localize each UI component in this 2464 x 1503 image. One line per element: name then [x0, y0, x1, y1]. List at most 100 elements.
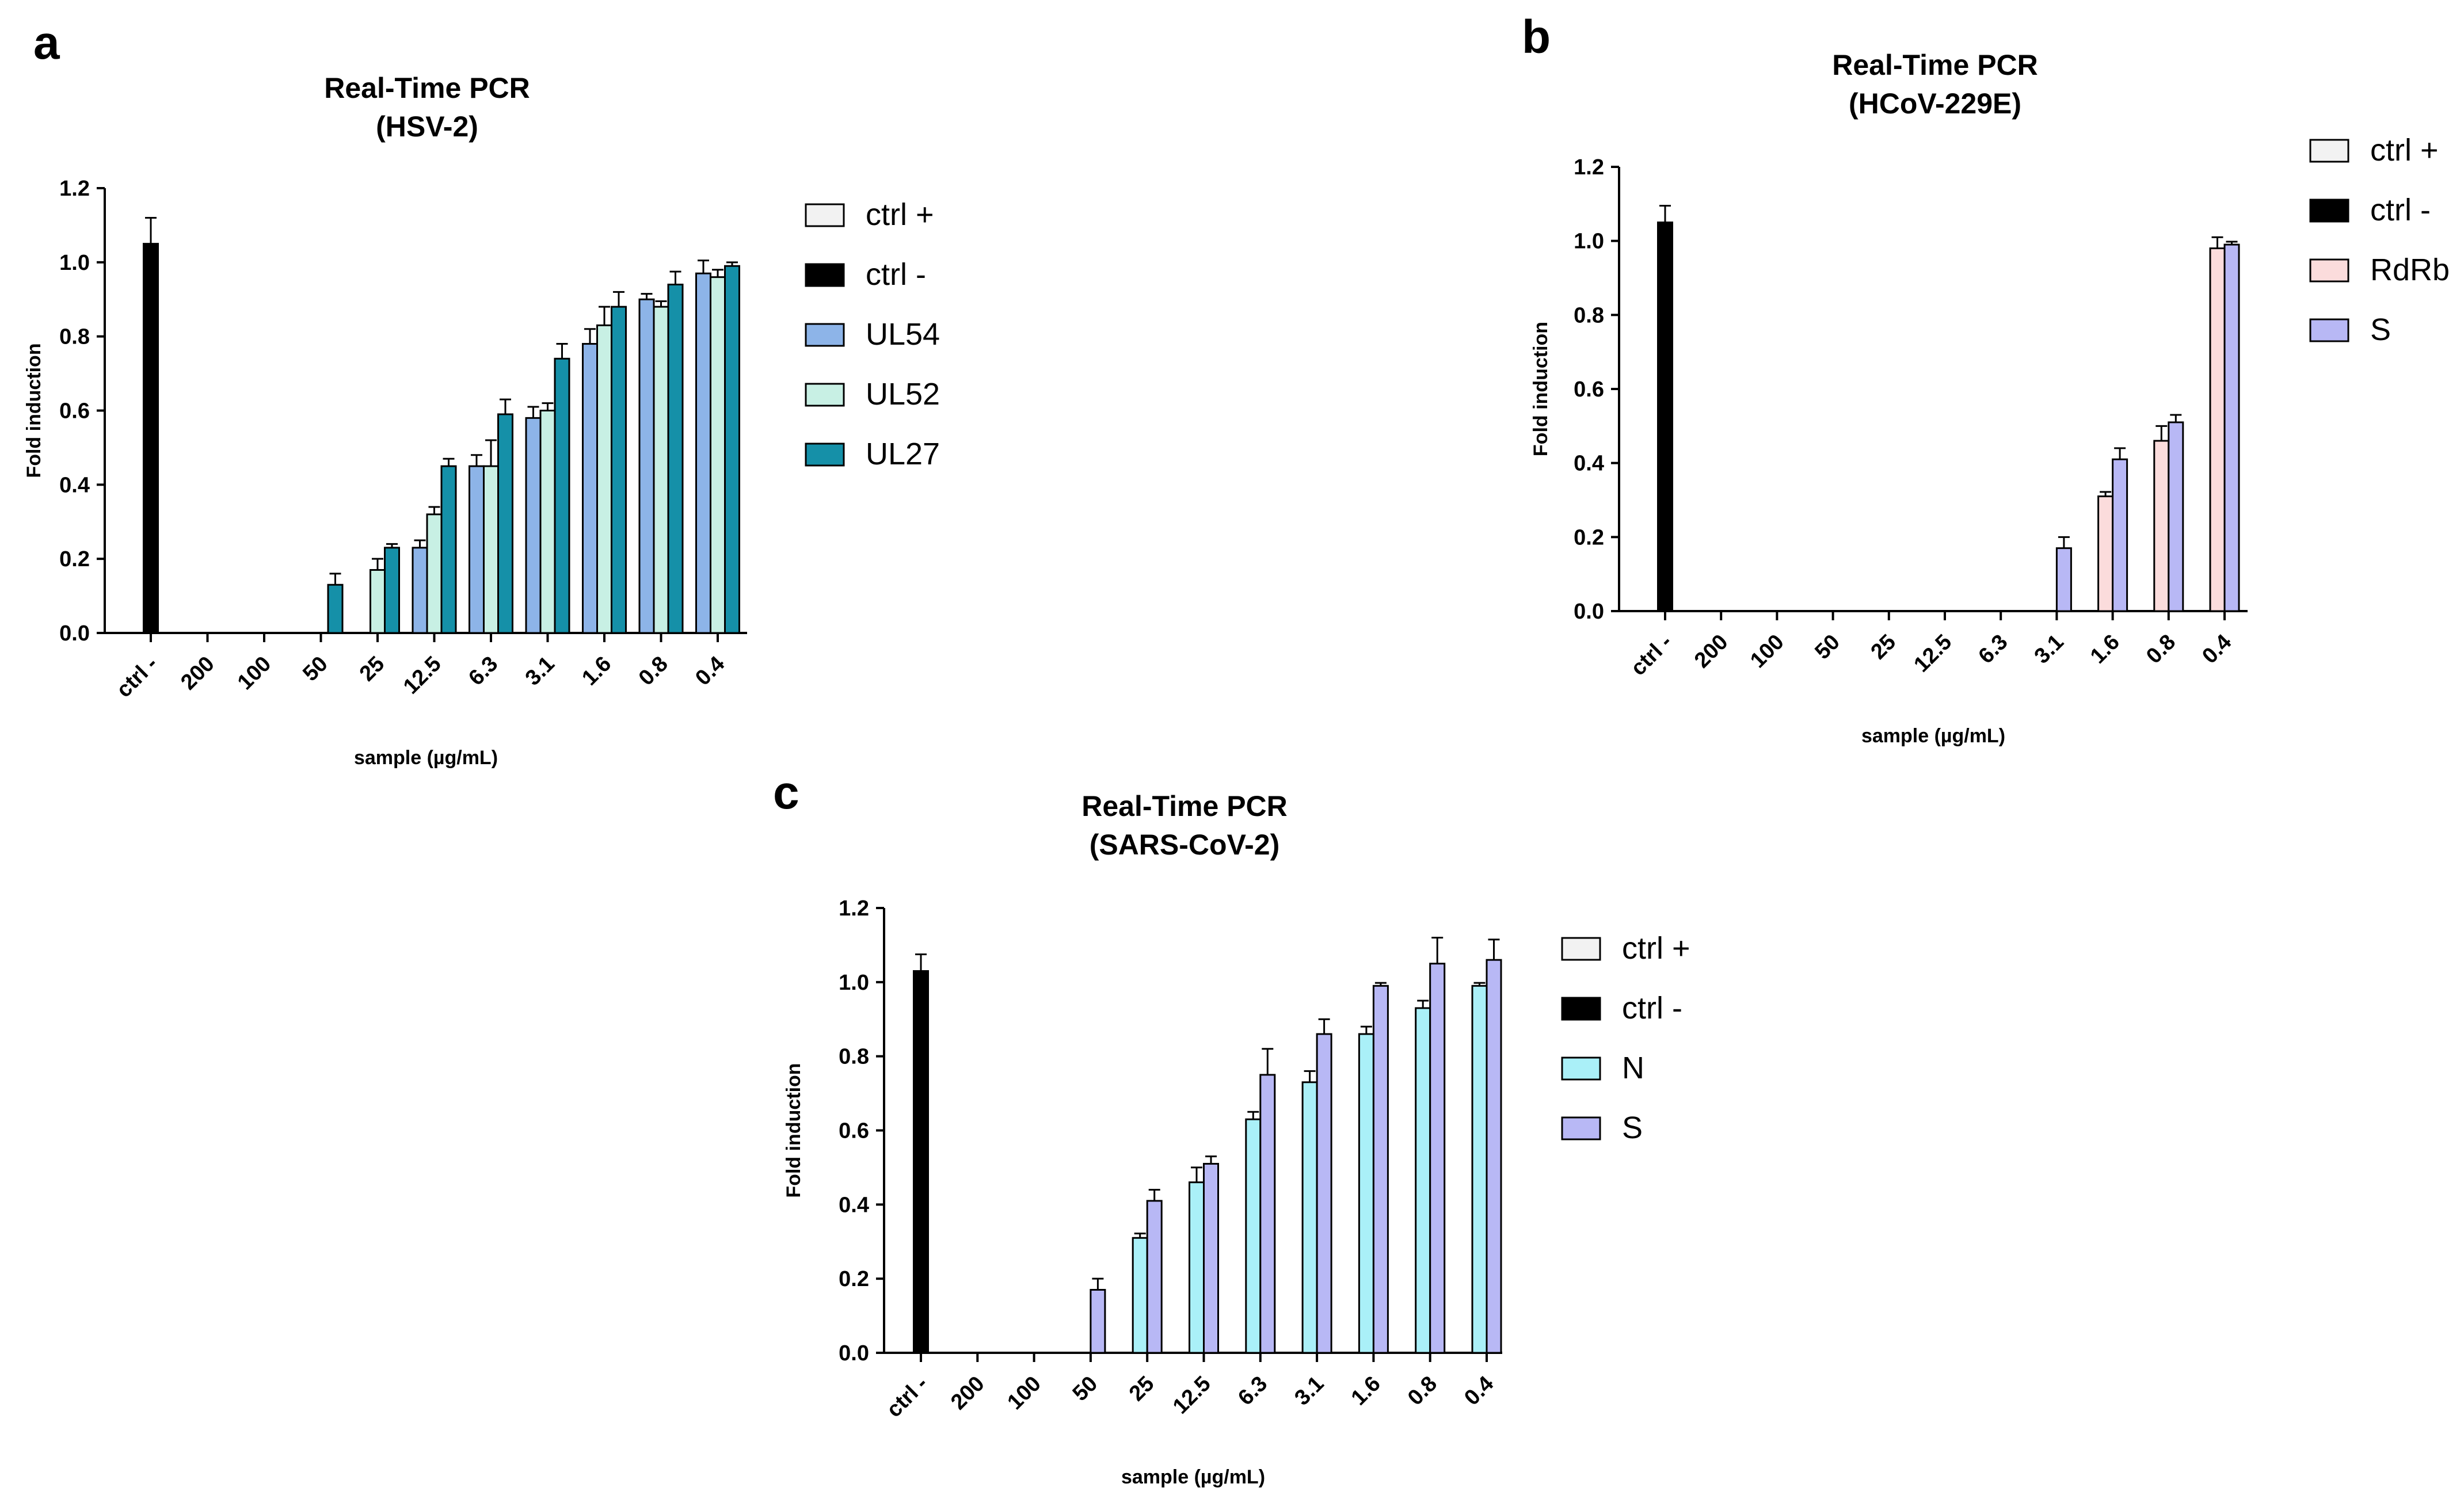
bar-S-50 [1090, 1288, 1106, 1354]
bar-N-12.5 [1189, 1181, 1205, 1354]
chart-title: Real-Time PCR [1081, 790, 1288, 822]
legend: ctrl + ctrl - UL54 UL52 UL27 [805, 197, 940, 471]
x-tick-label: 12.5 [1909, 630, 1956, 677]
legend-label: N [1622, 1051, 1644, 1085]
x-tick-label: 0.8 [1403, 1372, 1442, 1410]
bar-N-3.1 [1301, 1081, 1318, 1354]
legend-label: RdRb [2370, 253, 2450, 287]
bar-N-0.4 [1471, 985, 1488, 1354]
bar-S-0.4 [2223, 243, 2240, 612]
bar-N-25 [1132, 1237, 1148, 1354]
panel-label: c [773, 766, 799, 819]
x-tick-label: 3.1 [521, 652, 559, 691]
bar-S-12.5 [1203, 1162, 1219, 1354]
panel-label: a [33, 17, 60, 69]
legend-swatch [2309, 318, 2349, 342]
chart-panel-a: a Real-Time PCR (HSV-2) 0.0 0.2 0.4 0.6 0.8 1.0 1… [23, 17, 940, 769]
x-tick-label: 100 [233, 652, 276, 695]
x-tick-label: 100 [1003, 1372, 1046, 1415]
x-tick-label: 0.8 [634, 652, 673, 691]
bar-RdRb-0.8 [2153, 440, 2170, 612]
legend-label: UL54 [866, 317, 940, 352]
x-tick-label: 3.1 [2030, 630, 2069, 669]
legend-swatch [1561, 1116, 1601, 1140]
y-tick-label: 1.2 [839, 897, 869, 921]
bar-S-1.6 [2112, 458, 2128, 612]
bar-S-6.3 [1259, 1074, 1276, 1354]
legend-label: ctrl + [1622, 931, 1690, 966]
bar-N-0.8 [1415, 1007, 1431, 1354]
chart-panel-b: b Real-Time PCR (HCoV-229E) 0.0 0.2 0.4 0.6 0.8… [1522, 11, 2450, 747]
chart-panel-c: c Real-Time PCR (SARS-CoV-2) 0.0 0.2 0.4 0.6 0.… [773, 766, 1690, 1488]
chart-subtitle: (HCoV-229E) [1849, 87, 2021, 120]
bar-UL27-0.8 [667, 283, 684, 634]
y-tick-label: 0.8 [59, 325, 90, 349]
x-tick-label: 0.4 [1460, 1372, 1498, 1410]
legend: ctrl + ctrl - RdRb S [2309, 133, 2450, 347]
chart-title: Real-Time PCR [1832, 49, 2038, 81]
x-axis-label: sample (µg/mL) [1861, 725, 2005, 747]
bar-UL52-6.3 [483, 465, 499, 634]
y-tick-label: 0.0 [1574, 600, 1604, 624]
bar-UL27-50 [327, 583, 344, 634]
x-tick-label: 100 [1746, 630, 1789, 673]
y-tick-label: 1.0 [59, 251, 90, 275]
bar-S-0.8 [1429, 963, 1446, 1354]
x-tick-label: 6.3 [464, 652, 502, 691]
bar-ctrl--ctrl - [143, 243, 159, 634]
y-axis-label: Fold induction [783, 1063, 805, 1197]
legend-swatch [1561, 937, 1601, 961]
legend-label: S [2370, 312, 2391, 347]
x-axis-label: sample (µg/mL) [354, 747, 498, 769]
bar-UL54-6.3 [469, 465, 485, 634]
bar-UL54-3.1 [525, 417, 542, 634]
x-tick-label: 200 [176, 652, 219, 695]
legend: ctrl + ctrl - NS [1561, 931, 1690, 1145]
chart-title: Real-Time PCR [324, 72, 530, 104]
bar-ctrl--ctrl - [1657, 222, 1673, 612]
y-tick-label: 1.0 [839, 971, 869, 995]
legend-label: ctrl + [2370, 133, 2439, 167]
bar-UL27-25 [384, 547, 400, 634]
legend-swatch [2309, 258, 2349, 283]
bar-UL54-0.8 [638, 298, 655, 634]
x-tick-label: 6.3 [1974, 630, 2013, 669]
legend-swatch [1561, 997, 1601, 1021]
x-axis-label: sample (µg/mL) [1121, 1466, 1265, 1488]
y-tick-label: 0.6 [59, 399, 90, 424]
x-tick-label: 12.5 [399, 652, 446, 699]
y-axis-label: Fold induction [1530, 322, 1552, 456]
legend-swatch [805, 383, 845, 407]
y-tick-label: 1.2 [59, 177, 90, 201]
bar-UL27-0.4 [724, 265, 740, 634]
x-tick-label: ctrl - [112, 652, 162, 703]
bar-N-1.6 [1358, 1033, 1374, 1354]
bar-RdRb-0.4 [2209, 247, 2226, 612]
bar-S-3.1 [2055, 547, 2072, 612]
x-tick-label: ctrl - [1626, 630, 1677, 681]
x-tick-label: 25 [355, 652, 390, 686]
bar-RdRb-1.6 [2097, 495, 2114, 612]
chart-subtitle: (SARS-CoV-2) [1090, 829, 1280, 861]
y-tick-label: 0.2 [839, 1267, 869, 1291]
y-tick-label: 0.2 [59, 547, 90, 571]
x-tick-label: 1.6 [577, 652, 616, 691]
legend-label: ctrl - [866, 257, 926, 292]
x-tick-label: 3.1 [1290, 1372, 1328, 1410]
x-tick-label: 1.6 [1347, 1372, 1385, 1410]
bar-S-25 [1146, 1200, 1163, 1354]
bar-ctrl--ctrl - [913, 970, 929, 1354]
y-tick-label: 0.8 [1574, 303, 1604, 327]
x-tick-label: 12.5 [1168, 1372, 1216, 1419]
x-tick-label: 50 [1810, 630, 1845, 665]
y-tick-label: 0.4 [839, 1193, 869, 1217]
legend-swatch [805, 442, 845, 467]
legend-swatch [2309, 199, 2349, 223]
x-tick-label: 1.6 [2086, 630, 2124, 669]
y-tick-label: 0.0 [839, 1341, 869, 1365]
x-tick-label: 6.3 [1233, 1372, 1272, 1410]
legend-swatch [2309, 139, 2349, 163]
y-tick-label: 1.2 [1574, 155, 1604, 180]
legend-swatch [805, 323, 845, 347]
